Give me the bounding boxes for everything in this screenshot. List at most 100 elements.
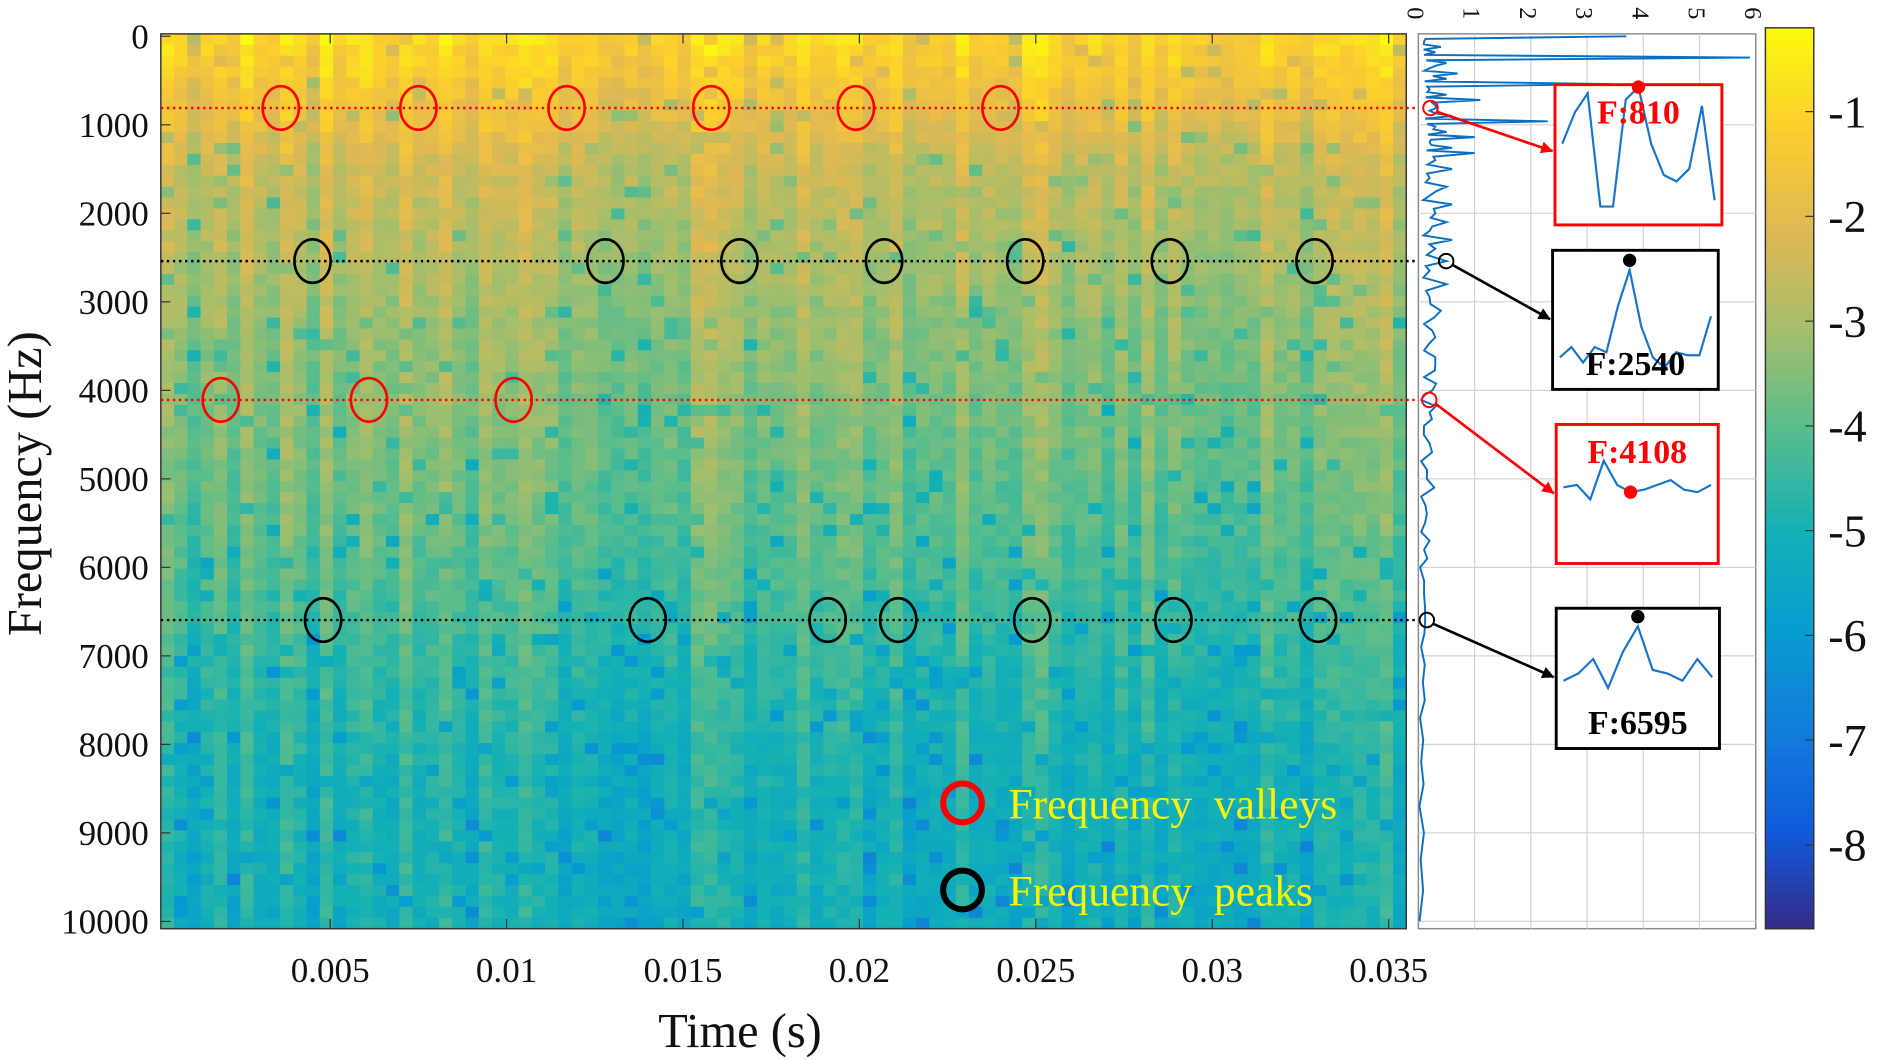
heatmap-cell: [717, 808, 732, 821]
heatmap-cell: [452, 481, 467, 493]
heatmap-cell: [187, 448, 202, 461]
heatmap-cell: [465, 263, 480, 275]
heatmap-cell: [730, 535, 745, 548]
heatmap-cell: [955, 230, 970, 242]
heatmap-cell: [227, 557, 242, 570]
heatmap-cell: [465, 721, 480, 733]
heatmap-cell: [200, 230, 215, 242]
heatmap-cell: [372, 339, 387, 352]
heatmap-cell: [823, 88, 838, 101]
heatmap-cell: [571, 481, 586, 493]
heatmap-cell: [863, 306, 878, 319]
heatmap-cell: [240, 764, 255, 777]
heatmap-cell: [478, 361, 493, 373]
heatmap-cell: [796, 644, 811, 657]
heatmap-cell: [359, 404, 374, 417]
heatmap-cell: [598, 153, 613, 166]
heatmap-cell: [306, 175, 321, 188]
heatmap-cell: [677, 819, 692, 832]
heatmap-cell: [929, 514, 944, 526]
heatmap-cell: [333, 830, 348, 843]
heatmap-cell: [783, 732, 798, 744]
heatmap-cell: [253, 459, 268, 472]
heatmap-cell: [293, 503, 308, 515]
heatmap-cell: [849, 230, 864, 242]
heatmap-cell: [518, 164, 533, 177]
heatmap-cell: [796, 328, 811, 341]
heatmap-cell: [783, 448, 798, 461]
heatmap-cell: [757, 732, 772, 744]
heatmap-cell: [889, 786, 904, 799]
heatmap-cell: [611, 546, 626, 559]
heatmap-cell: [399, 764, 414, 777]
heatmap-cell: [823, 503, 838, 515]
heatmap-cell: [293, 677, 308, 690]
heatmap-cell: [942, 284, 957, 297]
heatmap-cell: [359, 88, 374, 101]
heatmap-cell: [889, 350, 904, 362]
heatmap-cell: [704, 819, 719, 832]
heatmap-cell: [319, 132, 334, 144]
heatmap-cell: [955, 524, 970, 537]
heatmap-cell: [213, 754, 228, 766]
heatmap-cell: [770, 470, 785, 482]
heatmap-cell: [399, 721, 414, 733]
heatmap-cell: [465, 874, 480, 886]
heatmap-cell: [359, 852, 374, 864]
heatmap-cell: [200, 895, 215, 908]
heatmap-cell: [531, 186, 546, 199]
heatmap-cell: [478, 568, 493, 581]
heatmap-cell: [439, 732, 454, 744]
heatmap-cell: [531, 732, 546, 744]
heatmap-cell: [717, 153, 732, 166]
heatmap-cell: [717, 895, 732, 908]
heatmap-cell: [425, 44, 440, 57]
heatmap-cell: [757, 775, 772, 788]
heatmap-cell: [651, 470, 666, 482]
heatmap-cell: [346, 99, 361, 111]
heatmap-cell: [757, 524, 772, 537]
heatmap-cell: [849, 895, 864, 908]
heatmap-cell: [651, 132, 666, 144]
heatmap-cell: [611, 852, 626, 864]
heatmap-cell: [730, 546, 745, 559]
heatmap-cell: [637, 404, 652, 417]
heatmap-cell: [796, 874, 811, 886]
heatmap-cell: [478, 830, 493, 843]
heatmap-cell: [783, 644, 798, 657]
heatmap-cell: [187, 797, 202, 810]
heatmap-cell: [664, 317, 679, 330]
heatmap-cell: [598, 677, 613, 690]
heatmap-cell: [253, 393, 268, 406]
heatmap-cell: [359, 710, 374, 723]
heatmap-cell: [836, 906, 851, 919]
heatmap-cell: [584, 110, 599, 122]
heatmap-cell: [651, 175, 666, 188]
heatmap-cell: [478, 77, 493, 90]
heatmap-cell: [637, 852, 652, 864]
heatmap-cell: [372, 350, 387, 362]
heatmap-cell: [863, 132, 878, 144]
heatmap-cell: [174, 808, 189, 821]
heatmap-cell: [783, 514, 798, 526]
heatmap-cell: [346, 634, 361, 646]
heatmap-cell: [439, 535, 454, 548]
heatmap-cell: [346, 273, 361, 286]
heatmap-cell: [412, 219, 427, 232]
heatmap-cell: [637, 230, 652, 242]
heatmap-cell: [545, 459, 560, 472]
heatmap-cell: [399, 284, 414, 297]
heatmap-cell: [624, 732, 639, 744]
heatmap-cell: [174, 175, 189, 188]
heatmap-cell: [227, 328, 242, 341]
heatmap-cell: [810, 252, 825, 264]
heatmap-cell: [399, 77, 414, 90]
heatmap-cell: [359, 906, 374, 919]
heatmap-cell: [863, 612, 878, 624]
heatmap-cell: [770, 393, 785, 406]
heatmap-cell: [478, 634, 493, 646]
heatmap-cell: [518, 721, 533, 733]
heatmap-cell: [770, 557, 785, 570]
heatmap-cell: [916, 852, 931, 864]
heatmap-cell: [704, 44, 719, 57]
